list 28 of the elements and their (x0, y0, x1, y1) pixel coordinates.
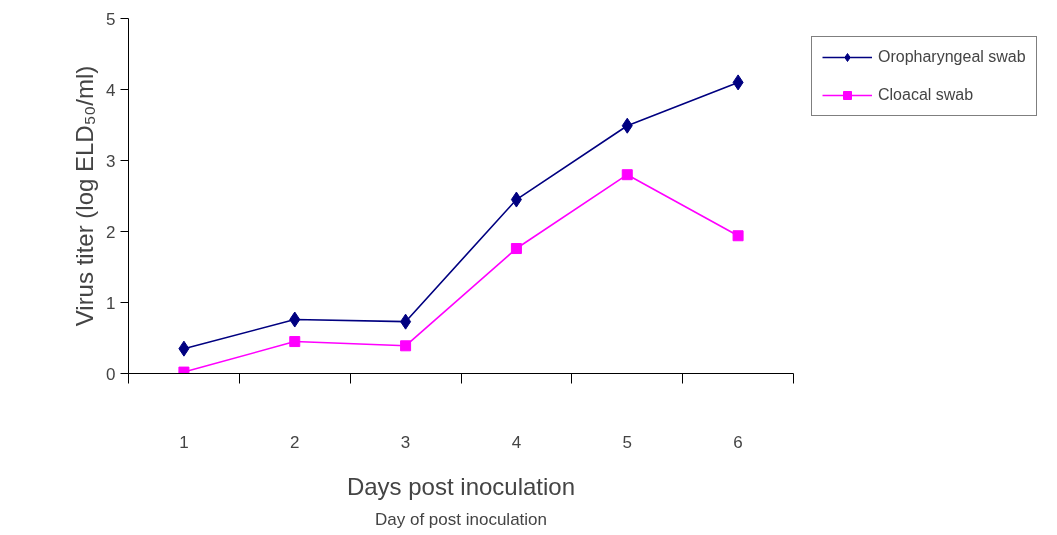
x-tick-label: 3 (400, 432, 411, 452)
point (621, 117, 633, 134)
x-tick-label: 2 (290, 432, 300, 452)
text: Day of post inoculation (375, 509, 547, 529)
y-tick-label: 2 (106, 222, 116, 242)
x-tick-label: 1 (179, 432, 189, 452)
point (732, 230, 744, 242)
point (510, 243, 522, 255)
point (178, 340, 190, 357)
point (289, 311, 301, 328)
x-axis-title: Days post inoculation (346, 472, 576, 500)
point (510, 191, 522, 208)
point (289, 336, 301, 348)
point (732, 74, 744, 91)
x-tick-label: 6 (733, 432, 743, 452)
point (621, 169, 633, 181)
point (400, 313, 412, 330)
y-axis-title: Virus titer (log ELD₅₀/ml) (71, 65, 99, 327)
x-tick-label: 4 (511, 432, 522, 452)
legend-label: Cloacal swab (878, 86, 974, 104)
y-tick-label: 5 (106, 9, 116, 29)
y-tick-label: 1 (106, 293, 116, 313)
y-tick-label: 0 (106, 364, 116, 384)
point (400, 340, 412, 352)
y-tick-label: 3 (106, 151, 116, 171)
x-tick-label: 5 (622, 432, 632, 452)
y-tick-label: 4 (106, 80, 116, 100)
legend-label: Oropharyngeal swab (878, 48, 1026, 66)
